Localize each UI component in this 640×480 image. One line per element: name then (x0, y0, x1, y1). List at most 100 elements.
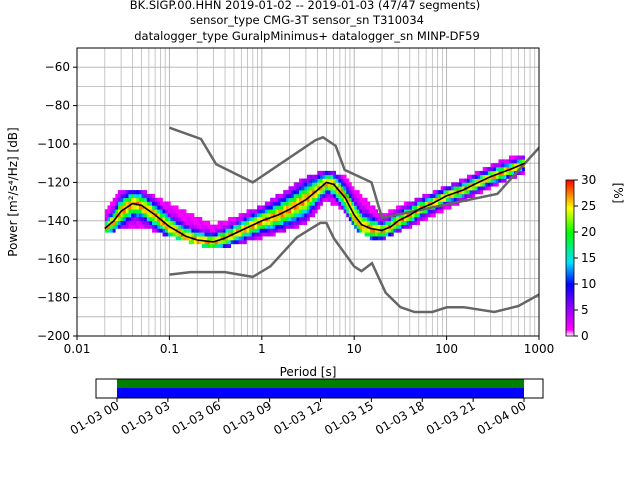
x-axis-label: Period [s] (280, 365, 337, 379)
density-cell (275, 220, 279, 225)
density-cell (301, 186, 305, 191)
density-cell (351, 193, 355, 199)
density-cell (186, 220, 190, 225)
density-cell (173, 228, 176, 233)
density-cell (115, 213, 119, 218)
density-cell (191, 213, 195, 218)
density-cell (343, 178, 347, 183)
density-cell (159, 197, 163, 202)
density-cell (217, 240, 221, 245)
density-cell (186, 236, 190, 241)
density-cell (128, 224, 132, 229)
density-cell (348, 182, 352, 187)
density-cell (194, 232, 197, 237)
density-cell (157, 224, 161, 229)
density-cell (422, 193, 426, 199)
density-cell (364, 213, 368, 218)
density-cell (435, 201, 439, 206)
density-cell (487, 170, 491, 176)
density-cell (251, 213, 255, 218)
density-cell (146, 216, 150, 222)
density-cell (306, 190, 310, 195)
density-cell (472, 186, 476, 191)
density-cell (411, 220, 415, 225)
density-cell (215, 236, 218, 241)
density-cell (238, 224, 242, 229)
density-cell (246, 209, 250, 214)
density-cell (330, 193, 334, 199)
density-cell (469, 182, 473, 187)
density-cell (398, 209, 402, 214)
density-cell (422, 216, 426, 222)
density-cell (369, 209, 373, 214)
density-cell (117, 216, 121, 222)
density-cell (175, 213, 179, 218)
density-cell (272, 228, 276, 233)
density-cell (396, 209, 400, 214)
density-cell (411, 216, 415, 222)
density-cell (359, 209, 363, 214)
density-cell (448, 190, 452, 195)
density-cell (456, 197, 460, 202)
density-cell (117, 190, 121, 195)
density-cell (117, 197, 121, 202)
density-cell (254, 209, 258, 214)
density-cell (438, 205, 442, 210)
density-cell (472, 178, 476, 183)
density-cell (141, 209, 145, 214)
density-cell (309, 213, 313, 218)
density-cell (474, 182, 478, 187)
density-cell (445, 197, 449, 202)
density-cell (131, 197, 134, 202)
density-cell (291, 224, 295, 229)
density-cell (125, 201, 129, 206)
colorbar-tick-label: 30 (581, 173, 596, 187)
density-cell (306, 201, 310, 206)
density-cell (170, 213, 174, 218)
density-cell (354, 220, 358, 225)
density-cell (285, 197, 289, 202)
density-cell (183, 236, 187, 241)
density-cell (117, 201, 121, 206)
density-cell (380, 224, 384, 229)
density-cell (306, 216, 310, 222)
density-cell (419, 209, 423, 214)
colorbar-tick-label: 5 (581, 303, 589, 317)
density-cell (201, 220, 205, 225)
density-cell (493, 167, 497, 172)
density-cell (243, 228, 247, 233)
density-cell (356, 193, 360, 199)
density-cell (136, 190, 140, 195)
density-cell (382, 236, 386, 241)
density-cell (369, 220, 373, 225)
density-cell (427, 197, 431, 202)
density-cell (317, 193, 321, 199)
density-cell (272, 232, 276, 237)
density-cell (377, 213, 381, 218)
x-axis-ticks: 0.01 0.1 1 10 100 1000 (64, 336, 554, 356)
y-tick-label: −80 (45, 99, 70, 113)
density-cell (107, 205, 111, 210)
density-cell (136, 220, 140, 225)
density-cell (246, 220, 250, 225)
density-cell (104, 213, 108, 218)
density-cell (180, 220, 184, 225)
density-cell (369, 205, 373, 210)
density-cell (361, 213, 365, 218)
density-cell (459, 182, 462, 187)
density-cell (375, 209, 379, 214)
y-tick-label: −160 (37, 252, 70, 266)
density-cell (348, 213, 352, 218)
density-cell (199, 220, 203, 225)
density-cell (309, 174, 313, 179)
density-cell (469, 193, 473, 199)
density-cell (275, 197, 279, 202)
density-cell (364, 201, 368, 206)
density-cell (448, 205, 452, 210)
density-cell (312, 178, 316, 183)
density-cell (393, 224, 397, 229)
density-cell (120, 220, 124, 225)
noise-model-low-line (169, 221, 539, 314)
density-cell (125, 209, 129, 214)
